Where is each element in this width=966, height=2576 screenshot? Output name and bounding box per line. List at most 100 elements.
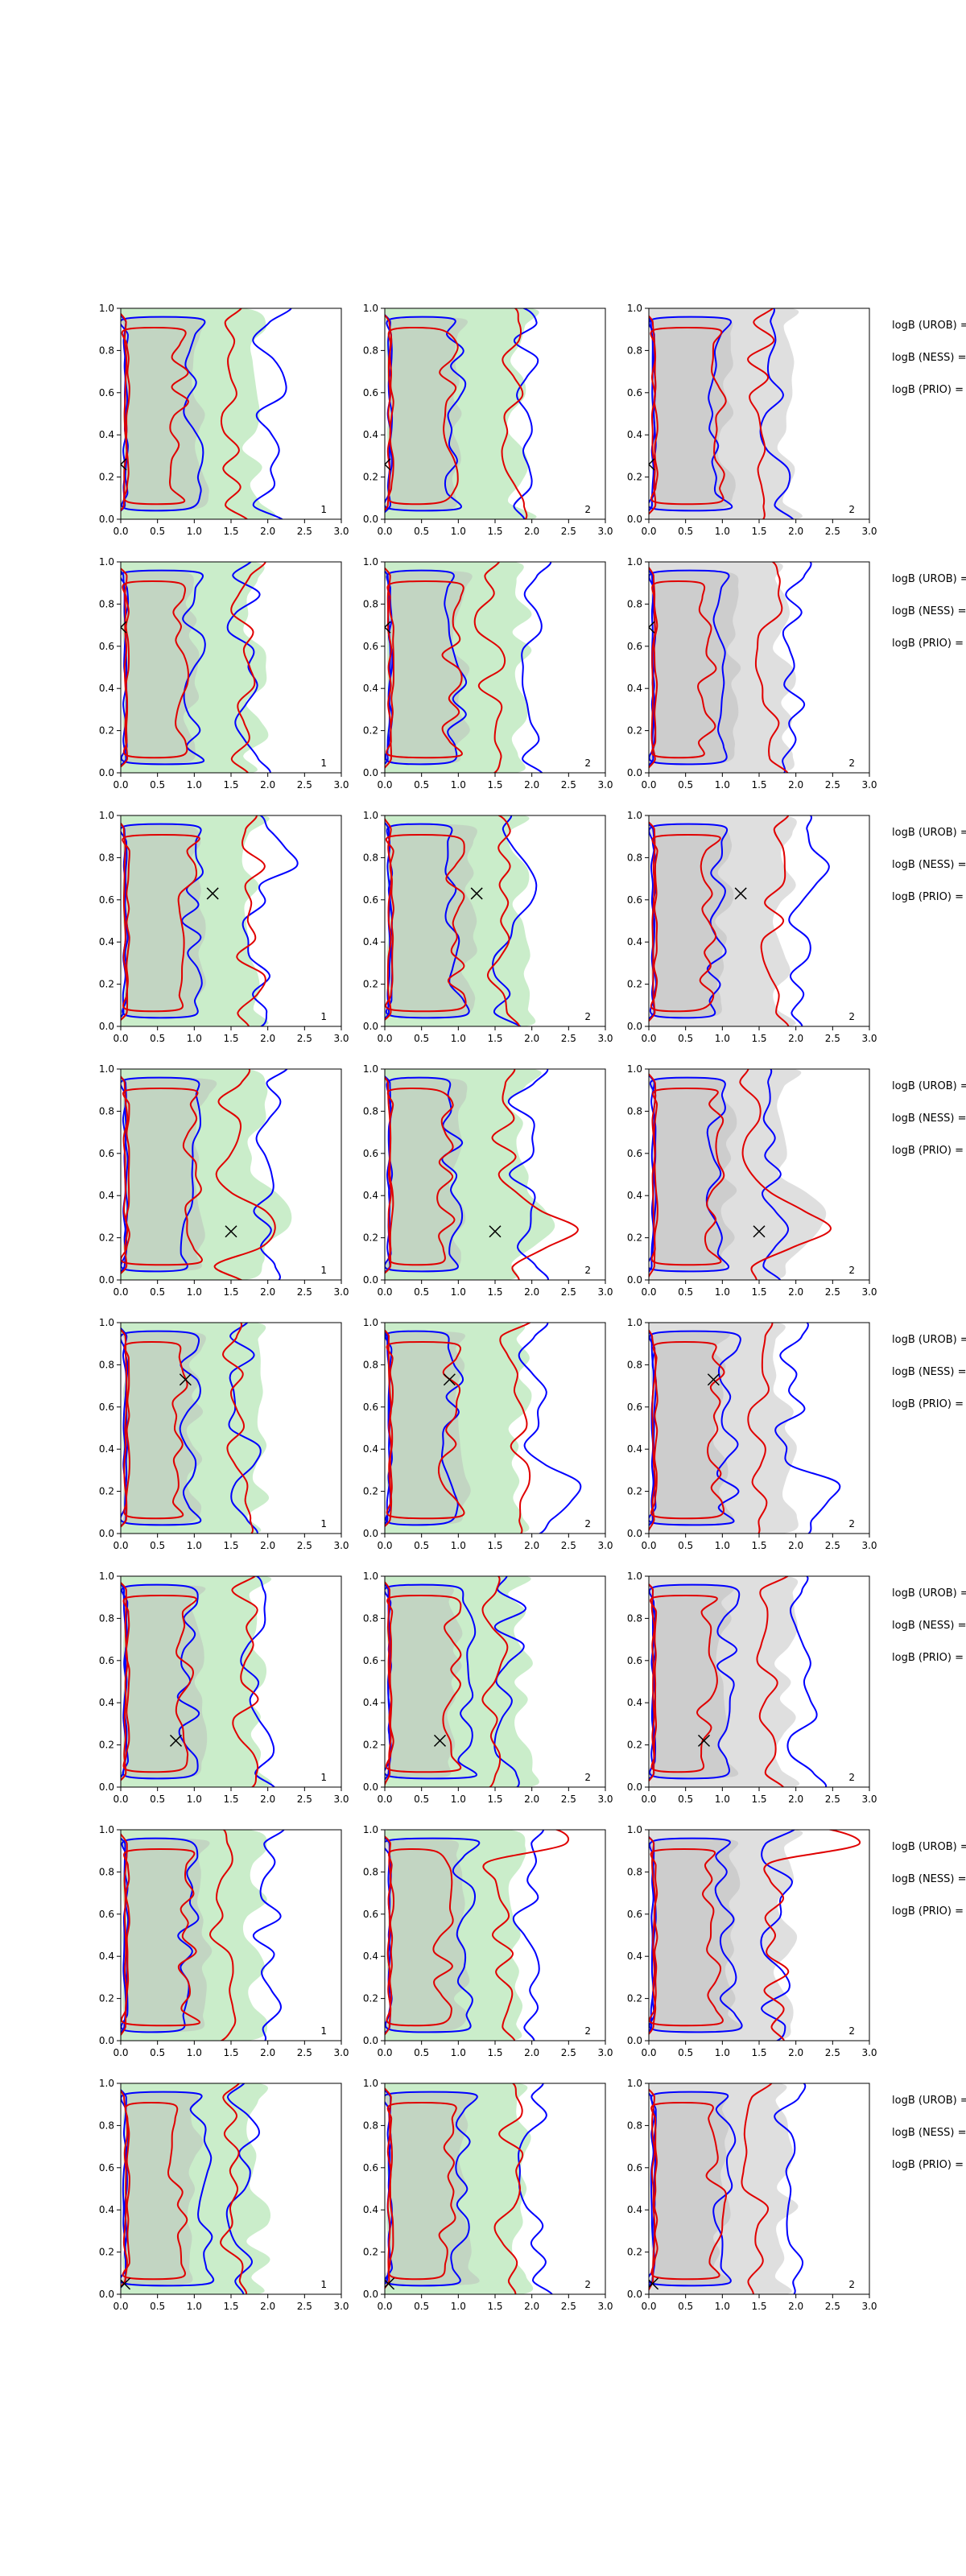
y-tick-label: 0.0 xyxy=(627,1274,642,1286)
contour-red-outer xyxy=(385,815,520,1026)
contour-red-inner xyxy=(385,1594,462,1773)
y-tick-label: 1.0 xyxy=(627,1063,642,1075)
y-tick-label: 1.0 xyxy=(363,1571,378,1582)
x-tick-label: 0.0 xyxy=(641,2301,656,2312)
y-tick-label: 0.8 xyxy=(363,1612,378,1624)
y-tick-label: 0.2 xyxy=(627,1740,642,1751)
x-tick-label: 0.5 xyxy=(678,1033,693,1044)
y-tick-label: 0.8 xyxy=(99,1359,114,1370)
y-tick-label: 0.2 xyxy=(99,1486,114,1497)
x-tick-label: 0.5 xyxy=(150,2047,165,2058)
contour-blue-outer xyxy=(121,1830,285,2041)
panel-r8-c2: 0.0 0.5 1.0 1.5 2.0 2.5 3.0 0.0 0.2 0.4 0.6 0.8 1.0 2 xyxy=(363,2078,613,2312)
x-tick-label: 3.0 xyxy=(597,526,613,537)
y-tick-label: 0.8 xyxy=(99,1866,114,1877)
density-fill-inner xyxy=(385,1838,470,2033)
y-tick-label: 0.8 xyxy=(99,2120,114,2131)
x-tick-label: 0.0 xyxy=(113,1033,128,1044)
x-tick-label: 3.0 xyxy=(861,1033,877,1044)
y-tick-label: 0.4 xyxy=(363,936,378,947)
density-fill-inner xyxy=(649,570,741,765)
y-tick-label: 0.0 xyxy=(627,767,642,778)
x-tick-label: 0.0 xyxy=(641,1286,656,1298)
panel-r1-c2: 0.0 0.5 1.0 1.5 2.0 2.5 3.0 0.0 0.2 0.4 0.6 0.8 1.0 2 xyxy=(363,303,613,537)
x-tick-label: 3.0 xyxy=(597,1286,613,1298)
density-fill-outer xyxy=(385,308,539,519)
x-tick-label: 0.0 xyxy=(113,779,128,791)
plot-area xyxy=(649,815,830,1026)
side-label-2: logB (NESS) = xyxy=(892,859,966,871)
contour-red-inner xyxy=(650,580,717,759)
y-tick-label: 1.0 xyxy=(363,556,378,568)
x-tick-label: 0.0 xyxy=(377,2047,392,2058)
y-tick-label: 0.2 xyxy=(99,472,114,483)
panel-corner-label: 2 xyxy=(584,2279,591,2290)
y-tick-label: 0.0 xyxy=(627,514,642,525)
panel-corner-label: 2 xyxy=(584,504,591,515)
y-tick-label: 0.2 xyxy=(99,1993,114,2004)
y-tick-label: 0.2 xyxy=(99,979,114,990)
plot-area xyxy=(649,2083,807,2294)
y-tick-label: 0.6 xyxy=(99,387,114,398)
plot-area xyxy=(121,1830,285,2041)
contour-red-inner xyxy=(386,2101,457,2281)
y-tick-label: 0.4 xyxy=(99,2204,114,2215)
x-tick-label: 3.0 xyxy=(861,1286,877,1298)
contour-red-outer xyxy=(121,815,266,1026)
panel-corner-label: 2 xyxy=(848,504,855,515)
x-tick-label: 0.0 xyxy=(641,1033,656,1044)
x-tick-label: 0.0 xyxy=(641,1794,656,1805)
panel-corner-label: 2 xyxy=(584,758,591,769)
x-tick-label: 2.0 xyxy=(524,2047,539,2058)
plot-area xyxy=(121,1069,292,1280)
true-value-marker xyxy=(433,1734,447,1747)
contour-red-inner xyxy=(123,1340,188,1520)
y-tick-label: 0.4 xyxy=(627,2204,642,2215)
x-tick-label: 2.0 xyxy=(788,1286,803,1298)
y-tick-label: 0.2 xyxy=(627,979,642,990)
density-fill-inner xyxy=(385,1077,468,1272)
plot-area xyxy=(121,2083,271,2294)
contour-blue-inner xyxy=(121,2091,215,2287)
x-tick-label: 2.5 xyxy=(825,2301,840,2312)
x-tick-label: 1.0 xyxy=(451,526,466,537)
x-tick-label: 3.0 xyxy=(861,779,877,791)
panel-corner-label: 2 xyxy=(848,1772,855,1783)
panel-corner-label: 2 xyxy=(848,1518,855,1530)
y-tick-label: 0.6 xyxy=(99,1402,114,1413)
panel-corner-label: 2 xyxy=(848,1011,855,1022)
y-tick-label: 0.4 xyxy=(627,936,642,947)
panel-corner-label: 2 xyxy=(584,2025,591,2037)
panel-r4-c2: 0.0 0.5 1.0 1.5 2.0 2.5 3.0 0.0 0.2 0.4 0.6 0.8 1.0 2 xyxy=(363,1063,613,1298)
x-tick-label: 1.5 xyxy=(223,779,238,791)
true-value-marker xyxy=(385,2277,395,2290)
plot-area xyxy=(121,1576,275,1787)
x-tick-label: 3.0 xyxy=(861,1794,877,1805)
x-tick-label: 0.0 xyxy=(641,1540,656,1551)
panel-corner-label: 2 xyxy=(848,2279,855,2290)
y-tick-label: 1.0 xyxy=(627,556,642,568)
contour-blue-inner xyxy=(121,1330,202,1526)
x-tick-label: 1.0 xyxy=(715,1286,730,1298)
y-tick-label: 0.2 xyxy=(627,1993,642,2004)
density-fill-outer xyxy=(121,308,276,519)
x-tick-label: 0.5 xyxy=(150,1033,165,1044)
y-tick-label: 1.0 xyxy=(627,303,642,314)
density-fill-outer xyxy=(649,1576,799,1787)
contour-red-inner xyxy=(387,326,459,506)
density-fill-inner xyxy=(121,1584,208,1779)
x-tick-label: 0.0 xyxy=(641,526,656,537)
y-tick-label: 0.0 xyxy=(99,1274,114,1286)
x-tick-label: 2.0 xyxy=(260,779,275,791)
y-tick-label: 0.8 xyxy=(363,1359,378,1370)
x-tick-label: 2.5 xyxy=(297,526,312,537)
density-fill-outer xyxy=(385,1576,539,1787)
x-tick-label: 0.0 xyxy=(641,779,656,791)
y-tick-label: 0.6 xyxy=(627,2162,642,2174)
x-tick-label: 2.0 xyxy=(260,1540,275,1551)
density-fill-outer xyxy=(649,308,803,519)
y-tick-label: 0.2 xyxy=(99,1740,114,1751)
side-labels-layer: logB (UROB) = logB (NESS) = logB (PRIO) = l… xyxy=(892,320,966,2171)
true-value-marker xyxy=(121,458,127,471)
x-tick-label: 1.0 xyxy=(451,1540,466,1551)
